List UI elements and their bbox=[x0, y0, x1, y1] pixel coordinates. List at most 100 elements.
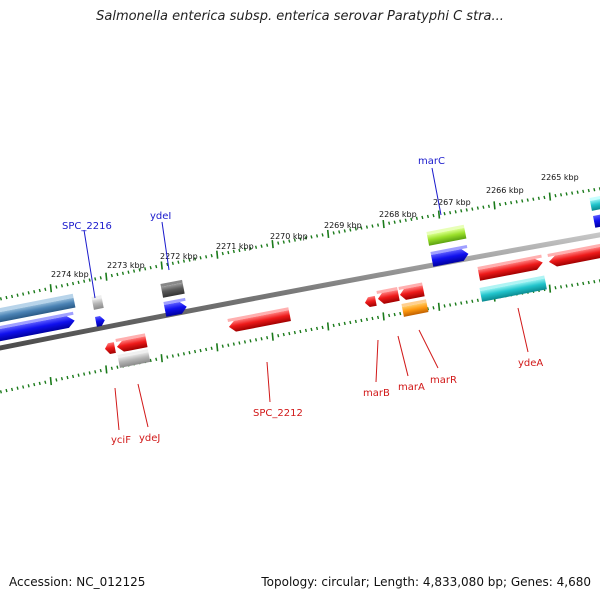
minor-tick bbox=[55, 285, 58, 289]
minor-tick bbox=[227, 250, 230, 255]
minor-tick bbox=[243, 247, 247, 252]
minor-tick bbox=[83, 372, 86, 376]
minor-tick bbox=[571, 191, 574, 195]
minor-tick bbox=[277, 333, 280, 338]
callout-line bbox=[397, 335, 409, 377]
gene-feature bbox=[477, 254, 543, 281]
minor-tick bbox=[177, 353, 180, 357]
gene-feature bbox=[104, 342, 116, 355]
gene-feature bbox=[160, 279, 185, 298]
minor-tick bbox=[460, 209, 463, 213]
callout-line bbox=[161, 221, 170, 271]
minor-tick bbox=[498, 202, 502, 207]
minor-tick bbox=[310, 327, 313, 332]
minor-tick bbox=[476, 206, 479, 210]
minor-tick bbox=[571, 283, 574, 287]
minor-tick bbox=[465, 208, 468, 212]
gene-callouts bbox=[83, 167, 529, 431]
minor-tick bbox=[199, 256, 202, 260]
minor-tick bbox=[116, 272, 119, 277]
minor-tick bbox=[315, 326, 319, 331]
minor-tick bbox=[0, 297, 3, 301]
gene-label-marc: marC bbox=[418, 156, 445, 167]
minor-tick bbox=[526, 198, 529, 202]
callout-line bbox=[431, 167, 442, 216]
gene-feature bbox=[91, 295, 104, 310]
minor-tick bbox=[426, 214, 430, 219]
minor-tick bbox=[515, 200, 518, 204]
minor-tick bbox=[71, 374, 75, 379]
minor-tick bbox=[460, 301, 463, 305]
minor-tick bbox=[110, 273, 113, 278]
minor-tick bbox=[537, 196, 540, 200]
major-tick bbox=[493, 201, 496, 210]
gene-label-spc2216: SPC_2216 bbox=[62, 221, 112, 232]
kbp-label-2273: 2273 kbp bbox=[107, 261, 145, 270]
minor-tick bbox=[449, 303, 452, 307]
minor-tick bbox=[193, 257, 197, 261]
minor-tick bbox=[415, 216, 418, 221]
gene-label-marb: marB bbox=[363, 388, 390, 399]
major-tick bbox=[382, 312, 385, 321]
gene-feature bbox=[0, 293, 76, 323]
minor-tick bbox=[182, 259, 186, 263]
minor-tick bbox=[476, 298, 479, 303]
major-tick bbox=[271, 240, 274, 249]
minor-tick bbox=[66, 375, 69, 380]
minor-tick bbox=[338, 230, 341, 234]
minor-tick bbox=[349, 228, 352, 232]
callout-line bbox=[517, 307, 529, 353]
minor-tick bbox=[421, 215, 424, 220]
minor-tick bbox=[71, 281, 75, 286]
minor-tick bbox=[171, 261, 174, 265]
callout-line bbox=[137, 383, 149, 428]
minor-tick bbox=[376, 315, 380, 320]
minor-tick bbox=[565, 192, 568, 196]
minor-tick bbox=[354, 319, 357, 324]
minor-tick bbox=[99, 368, 102, 373]
minor-tick bbox=[94, 370, 97, 374]
minor-tick bbox=[27, 291, 30, 295]
major-tick bbox=[105, 365, 108, 374]
minor-tick bbox=[432, 306, 435, 310]
minor-tick bbox=[593, 187, 596, 192]
minor-tick bbox=[293, 330, 296, 335]
kbp-label-2268: 2268 kbp bbox=[379, 210, 417, 219]
minor-tick bbox=[465, 300, 468, 304]
minor-tick bbox=[243, 340, 247, 344]
genome-backbone bbox=[0, 232, 600, 351]
minor-tick bbox=[349, 320, 352, 325]
minor-tick bbox=[94, 277, 97, 281]
minor-tick bbox=[155, 357, 158, 362]
minor-tick bbox=[360, 318, 363, 323]
minor-tick bbox=[482, 205, 485, 209]
gene-feature bbox=[115, 333, 148, 352]
minor-tick bbox=[16, 293, 19, 297]
gene-label-ydea: ydeA bbox=[518, 358, 543, 369]
major-tick bbox=[437, 302, 441, 311]
gene-label-ydei: ydeI bbox=[150, 211, 171, 222]
gene-feature bbox=[479, 275, 547, 302]
minor-tick bbox=[127, 270, 130, 274]
minor-tick bbox=[282, 240, 285, 244]
minor-tick bbox=[10, 387, 14, 392]
minor-tick bbox=[299, 329, 302, 334]
minor-tick bbox=[343, 229, 346, 233]
gene-feature bbox=[376, 287, 400, 304]
gene-feature bbox=[589, 194, 600, 211]
accession-text: Accession: NC_012125 bbox=[9, 575, 146, 589]
gene-label-ycif: yciF bbox=[111, 435, 131, 446]
gene-feature bbox=[227, 307, 291, 332]
minor-tick bbox=[587, 188, 590, 193]
minor-tick bbox=[182, 352, 186, 356]
minor-tick bbox=[254, 245, 258, 249]
minor-tick bbox=[332, 231, 335, 235]
minor-tick bbox=[149, 358, 152, 363]
minor-tick bbox=[576, 190, 579, 194]
major-tick bbox=[548, 284, 552, 293]
major-tick bbox=[49, 284, 53, 293]
minor-tick bbox=[22, 292, 25, 296]
kbp-label-2269: 2269 kbp bbox=[324, 221, 362, 230]
minor-tick bbox=[360, 226, 363, 230]
minor-tick bbox=[83, 279, 86, 283]
